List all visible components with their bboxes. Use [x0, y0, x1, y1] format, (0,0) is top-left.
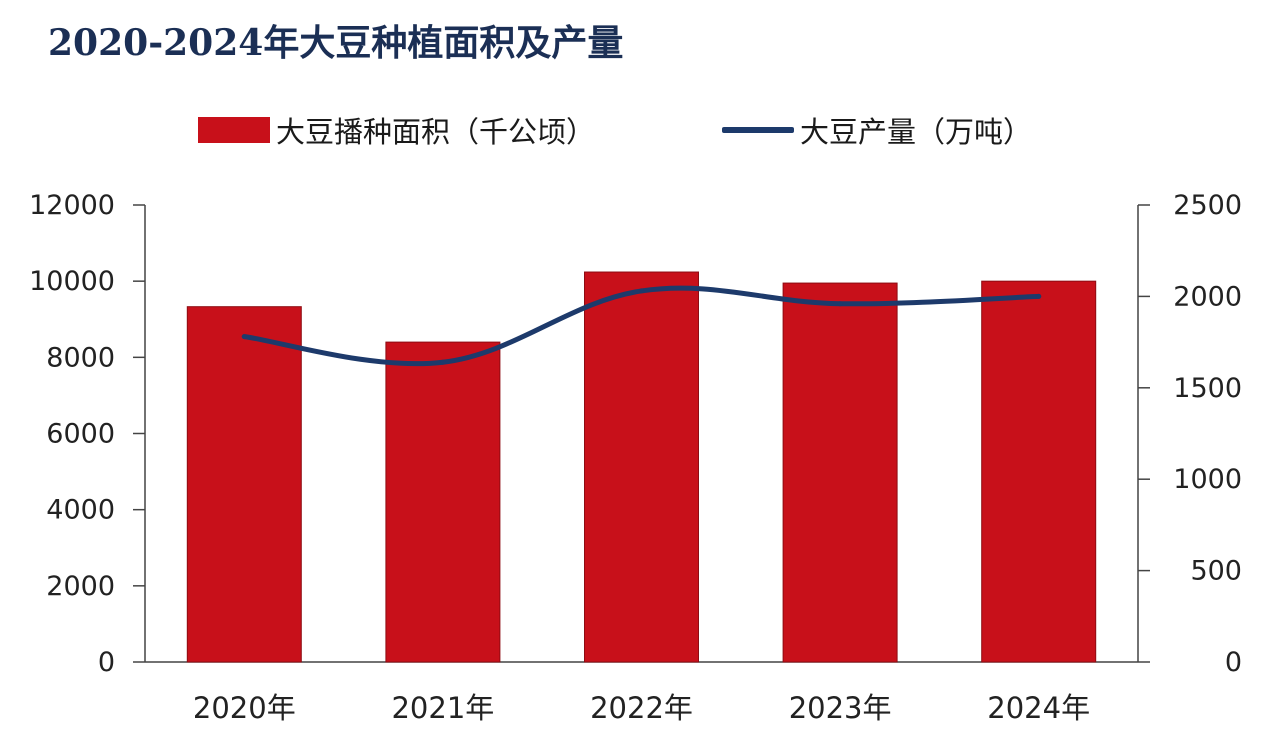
legend-label-area: 大豆播种面积（千公顷） [276, 115, 596, 149]
production-point-2024年 [1036, 293, 1042, 299]
left-tick-label: 12000 [29, 190, 115, 221]
legend-item-area: 大豆播种面积（千公顷） [198, 108, 595, 152]
right-tick-label: 1500 [1173, 373, 1242, 404]
production-point-2021年 [440, 359, 446, 365]
production-point-2023年 [837, 301, 843, 307]
legend: 大豆播种面积（千公顷） 大豆产量（万吨） [0, 108, 1264, 152]
legend-swatch-bar [198, 117, 270, 143]
chart-title: 2020-2024年大豆种植面积及产量 [48, 22, 624, 64]
x-tick-label: 2020年 [193, 691, 296, 725]
production-point-2022年 [639, 288, 644, 294]
right-tick-label: 1000 [1173, 464, 1242, 495]
right-tick-label: 2000 [1173, 281, 1242, 312]
production-point-2020年 [241, 334, 247, 340]
bar-2023年 [782, 282, 898, 663]
left-tick-label: 0 [98, 647, 115, 678]
bar-2021年 [385, 341, 501, 663]
x-tick-label: 2022年 [590, 691, 693, 725]
legend-label-production: 大豆产量（万吨） [800, 115, 1033, 149]
x-tick-label: 2023年 [789, 691, 892, 725]
legend-swatch-line [722, 127, 794, 133]
bar-2022年 [584, 271, 699, 663]
x-tick-label: 2021年 [391, 691, 494, 725]
right-tick-label: 2500 [1173, 190, 1242, 221]
right-tick-label: 500 [1190, 556, 1242, 587]
left-tick-label: 10000 [29, 266, 115, 297]
right-tick-label: 0 [1225, 647, 1242, 678]
bar-2024年 [981, 280, 1097, 663]
left-tick-label: 6000 [46, 419, 115, 450]
left-tick-label: 8000 [46, 342, 115, 373]
bar-2020年 [186, 306, 302, 663]
left-tick-label: 2000 [46, 571, 115, 602]
legend-item-production: 大豆产量（万吨） [722, 108, 1032, 152]
x-tick-label: 2024年 [987, 691, 1090, 725]
left-tick-label: 4000 [46, 495, 115, 526]
